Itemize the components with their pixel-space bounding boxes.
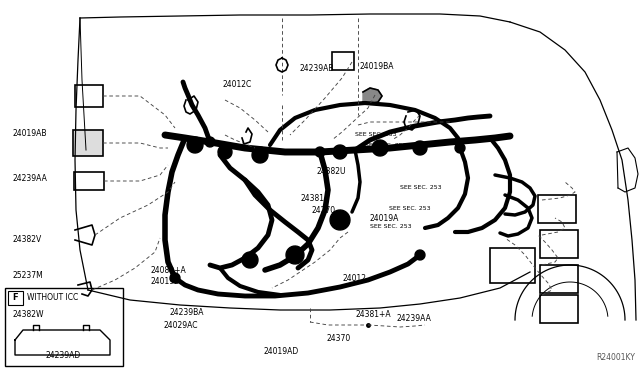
Polygon shape	[170, 273, 180, 283]
Bar	[5, 288, 123, 366]
Polygon shape	[363, 88, 382, 104]
Text: 24019A: 24019A	[370, 214, 399, 223]
Bar	[75, 85, 103, 107]
Text: 24239AD: 24239AD	[45, 352, 81, 360]
Polygon shape	[218, 145, 232, 159]
Polygon shape	[330, 210, 350, 230]
Text: 24382V: 24382V	[13, 235, 42, 244]
Text: SEE SEC. 253: SEE SEC. 253	[400, 185, 442, 190]
Text: 24019AB: 24019AB	[13, 129, 47, 138]
Text: SEE SEC. 253: SEE SEC. 253	[389, 206, 431, 211]
Polygon shape	[187, 137, 203, 153]
Text: SEE SEC. 253: SEE SEC. 253	[370, 224, 412, 230]
Text: 24381+A: 24381+A	[355, 310, 391, 319]
Text: 24239AB: 24239AB	[300, 64, 334, 73]
Bar	[332, 52, 354, 70]
Text: 24239BA: 24239BA	[170, 308, 204, 317]
Text: 24019BA: 24019BA	[360, 62, 394, 71]
Text: 24381: 24381	[301, 194, 324, 203]
Text: 24029AC: 24029AC	[163, 321, 198, 330]
Text: 24019D: 24019D	[150, 278, 180, 286]
Bar	[540, 230, 578, 258]
Polygon shape	[242, 252, 258, 268]
Polygon shape	[333, 145, 347, 159]
Text: 24019AD: 24019AD	[264, 347, 300, 356]
Polygon shape	[455, 143, 465, 153]
Text: 24012: 24012	[342, 274, 367, 283]
Text: 24382W: 24382W	[13, 310, 44, 319]
Polygon shape	[252, 147, 268, 163]
Text: 24012C: 24012C	[223, 80, 252, 89]
Bar	[490, 248, 535, 283]
Polygon shape	[413, 141, 427, 155]
Text: 24370: 24370	[326, 334, 351, 343]
Text: F: F	[13, 294, 19, 302]
Bar	[74, 172, 104, 190]
Text: SEE SEC. 253: SEE SEC. 253	[365, 142, 406, 148]
Text: WITHOUT ICC: WITHOUT ICC	[27, 294, 78, 302]
Polygon shape	[315, 147, 325, 157]
Text: 24239AA: 24239AA	[397, 314, 431, 323]
Text: 24382U: 24382U	[317, 167, 346, 176]
Bar	[8, 291, 23, 305]
Text: 24270: 24270	[312, 206, 336, 215]
Polygon shape	[205, 137, 215, 147]
Bar	[73, 130, 103, 156]
Text: R24001KY: R24001KY	[596, 353, 635, 362]
Text: 25237M: 25237M	[13, 271, 44, 280]
Bar	[538, 195, 576, 223]
Text: SEE SEC. 253: SEE SEC. 253	[355, 132, 397, 137]
Bar	[540, 265, 578, 293]
Bar	[540, 295, 578, 323]
Polygon shape	[415, 250, 425, 260]
Text: 24239AA: 24239AA	[13, 174, 47, 183]
Polygon shape	[372, 140, 388, 156]
Text: 24080+A: 24080+A	[150, 266, 186, 275]
Polygon shape	[286, 246, 304, 264]
